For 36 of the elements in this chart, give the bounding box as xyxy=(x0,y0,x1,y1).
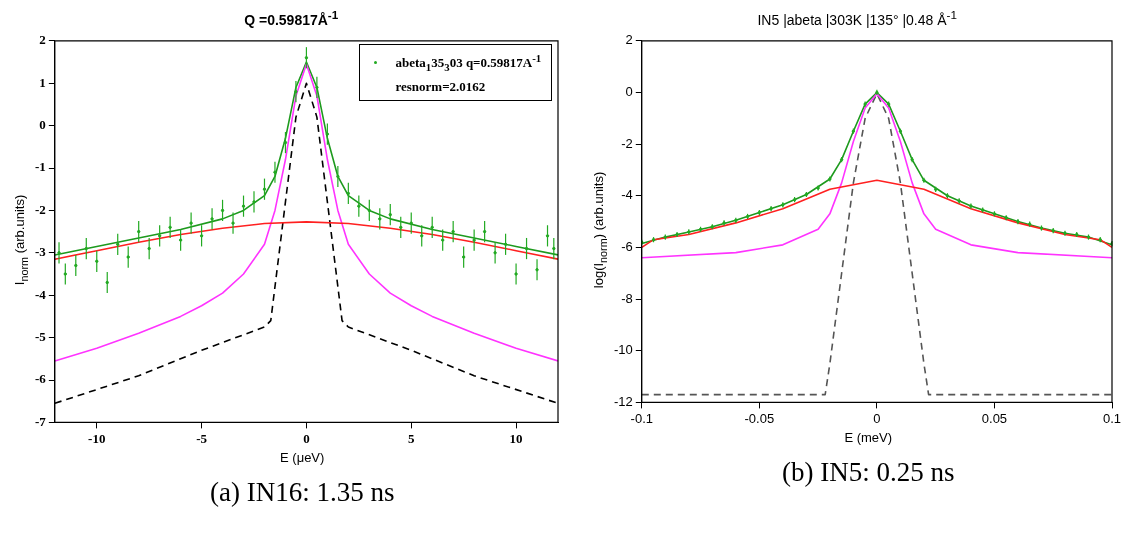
y-tick-label: -5 xyxy=(35,328,47,344)
x-tick-label: 5 xyxy=(408,430,416,446)
y-tick-label: -10 xyxy=(613,342,633,358)
x-axis-title: E (meV) xyxy=(844,430,893,445)
y-tick-label: -6 xyxy=(35,371,47,387)
annotation: resnorm=2.0162 xyxy=(394,77,487,96)
y-tick-label: -7 xyxy=(35,413,47,429)
y-tick-label: -3 xyxy=(35,244,47,260)
x-tick-label: 0.05 xyxy=(981,410,1007,426)
x-tick-label: 0.1 xyxy=(1102,410,1121,426)
y-tick-label: 2 xyxy=(39,32,47,48)
y-tick-label: 1 xyxy=(39,74,47,90)
y-tick-label: -4 xyxy=(620,187,633,203)
chart-title: IN5 |abeta |303K |135° |0.48 Å$^{-1}$ xyxy=(757,8,957,30)
y-tick-label: -4 xyxy=(35,286,47,302)
x-tick-label: -0.05 xyxy=(744,410,774,426)
y-tick-label: 0 xyxy=(39,116,47,132)
text: (b) IN5: 0.25 ns xyxy=(781,457,955,488)
legend-label: abeta$_{1}$35$_{3}$03 q=0.59817A$^{-1}$ xyxy=(395,51,542,75)
x-tick-label: -10 xyxy=(88,430,106,446)
y-tick-label: -2 xyxy=(35,201,47,217)
x-tick-label: 0 xyxy=(872,410,881,426)
x-tick-label: -0.1 xyxy=(630,410,653,426)
x-tick-label: -5 xyxy=(196,430,208,446)
y-tick-label: -6 xyxy=(620,239,633,255)
y-tick-label: 0 xyxy=(625,84,633,100)
x-axis-title: E (μeV) xyxy=(280,450,325,465)
text: (a) IN16: 1.35 ns xyxy=(209,477,395,508)
y-tick-label: -2 xyxy=(620,135,633,151)
y-tick-label: -8 xyxy=(620,290,633,306)
chart-title: Q =0.59817Å$^{-1}$ xyxy=(244,8,339,30)
x-tick-label: 0 xyxy=(303,430,310,446)
y-tick-label: 2 xyxy=(625,32,633,48)
x-tick-label: 10 xyxy=(509,430,523,446)
y-tick-label: -12 xyxy=(613,393,633,409)
y-tick-label: -1 xyxy=(35,159,47,175)
